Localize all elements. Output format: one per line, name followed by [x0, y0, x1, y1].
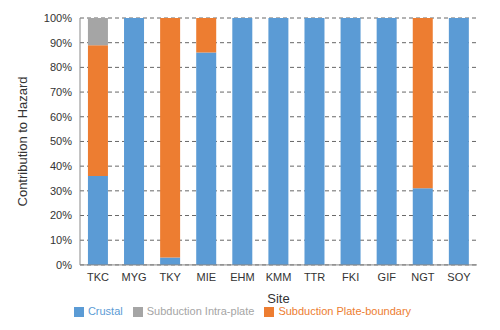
- svg-text:NGT: NGT: [411, 271, 435, 283]
- svg-text:50%: 50%: [50, 135, 72, 147]
- svg-text:SOY: SOY: [447, 271, 471, 283]
- svg-text:60%: 60%: [50, 111, 72, 123]
- svg-text:EHM: EHM: [230, 271, 254, 283]
- svg-text:Site: Site: [267, 291, 289, 306]
- svg-text:Contribution to Hazard: Contribution to Hazard: [15, 76, 30, 206]
- svg-text:0%: 0%: [56, 259, 72, 271]
- svg-text:KMM: KMM: [266, 271, 292, 283]
- svg-text:20%: 20%: [50, 209, 72, 221]
- html-text:Subduction Intra-plate: Subduction Intra-plate: [146, 304, 255, 317]
- svg-text:70%: 70%: [50, 86, 72, 98]
- svg-text:MIE: MIE: [197, 271, 217, 283]
- svg-text:FKI: FKI: [342, 271, 359, 283]
- svg-text:80%: 80%: [50, 61, 72, 73]
- svg-text:GIF: GIF: [378, 271, 397, 283]
- svg-text:10%: 10%: [50, 234, 72, 246]
- svg-text:MYG: MYG: [122, 271, 147, 283]
- svg-text:90%: 90%: [50, 37, 72, 49]
- svg-text:TKC: TKC: [87, 271, 109, 283]
- html-text:Subduction Plate-boundary: Subduction Plate-boundary: [278, 304, 412, 317]
- svg-text:TTR: TTR: [304, 271, 325, 283]
- svg-text:30%: 30%: [50, 185, 72, 197]
- svg-text:TKY: TKY: [160, 271, 182, 283]
- svg-text:100%: 100%: [44, 12, 72, 24]
- html-text:Crustal: Crustal: [87, 304, 123, 317]
- svg-text:40%: 40%: [50, 160, 72, 172]
